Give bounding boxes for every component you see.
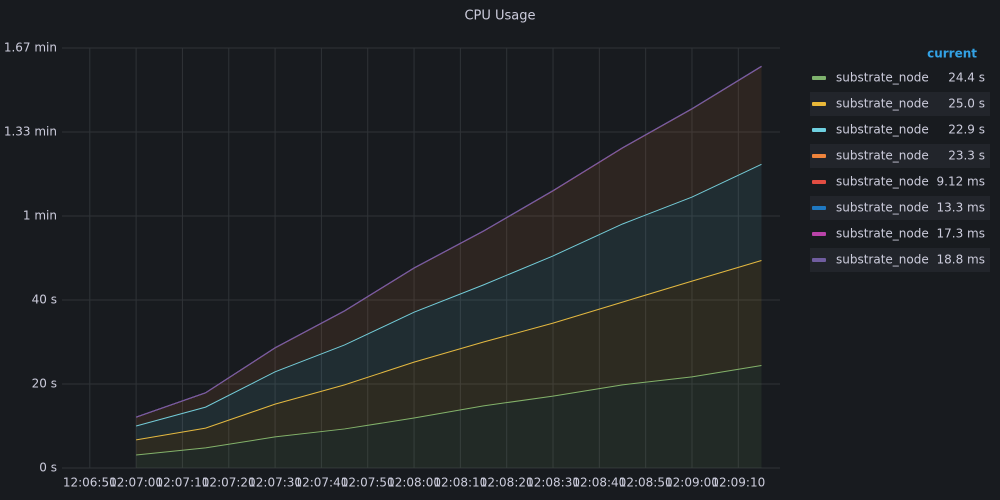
series-line (135, 163, 762, 427)
legend-swatch[interactable] (812, 128, 826, 132)
x-tick-label: 12:07:30 (248, 476, 302, 490)
y-tick-label: 1.33 min (4, 125, 57, 139)
legend-swatch[interactable] (812, 76, 826, 80)
x-tick-label: 12:08:50 (619, 476, 673, 490)
x-tick-label: 12:07:40 (294, 476, 348, 490)
legend-current: 23.3 s (948, 149, 985, 163)
legend-name[interactable]: substrate_node (836, 227, 929, 241)
legend-name[interactable]: substrate_node (836, 149, 929, 163)
legend-swatch[interactable] (812, 232, 826, 236)
x-tick-label: 12:07:20 (202, 476, 256, 490)
y-tick-label: 1.67 min (4, 41, 57, 55)
legend-name[interactable]: substrate_node (836, 175, 929, 189)
series-area (136, 164, 762, 440)
legend-row-bg (810, 144, 990, 168)
legend-current: 13.3 ms (937, 201, 985, 215)
y-tick-label: 1 min (23, 209, 57, 223)
x-tick-label: 12:07:00 (109, 476, 163, 490)
legend-name[interactable]: substrate_node (836, 71, 929, 85)
x-tick-label: 12:08:00 (387, 476, 441, 490)
legend-row-bg (810, 196, 990, 220)
legend-name[interactable]: substrate_node (836, 123, 929, 137)
series-line (136, 365, 762, 456)
legend-current: 25.0 s (948, 97, 985, 111)
x-tick-label: 12:09:10 (711, 476, 765, 490)
series-area (136, 365, 762, 468)
legend-row-bg (810, 92, 990, 116)
x-tick-label: 12:07:10 (155, 476, 209, 490)
legend-name[interactable]: substrate_node (836, 201, 929, 215)
series-line (136, 260, 762, 441)
legend-current: 9.12 ms (937, 175, 985, 189)
series-area (136, 260, 762, 455)
legend-current: 22.9 s (948, 123, 985, 137)
legend-name[interactable]: substrate_node (836, 253, 929, 267)
legend-current: 24.4 s (948, 71, 985, 85)
legend-row-bg (810, 248, 990, 272)
legend-current: 17.3 ms (937, 227, 985, 241)
y-tick-label: 20 s (32, 377, 57, 391)
y-tick-label: 40 s (32, 293, 57, 307)
x-tick-label: 12:07:50 (341, 476, 395, 490)
legend-name[interactable]: substrate_node (836, 97, 929, 111)
x-tick-label: 12:08:20 (480, 476, 534, 490)
panel-title: CPU Usage (464, 9, 535, 24)
legend-swatch[interactable] (812, 258, 826, 262)
x-tick-label: 12:09:00 (665, 476, 719, 490)
legend-swatch[interactable] (812, 180, 826, 184)
x-tick-label: 12:08:30 (526, 476, 580, 490)
legend-swatch[interactable] (812, 102, 826, 106)
x-tick-label: 12:08:40 (572, 476, 626, 490)
legend-header[interactable]: current (927, 47, 977, 61)
legend-swatch[interactable] (812, 206, 826, 210)
x-tick-label: 12:08:10 (433, 476, 487, 490)
legend-current: 18.8 ms (937, 253, 985, 267)
series-line (135, 65, 762, 418)
legend-swatch[interactable] (812, 154, 826, 158)
x-tick-label: 12:06:50 (63, 476, 117, 490)
y-tick-label: 0 s (39, 461, 57, 475)
